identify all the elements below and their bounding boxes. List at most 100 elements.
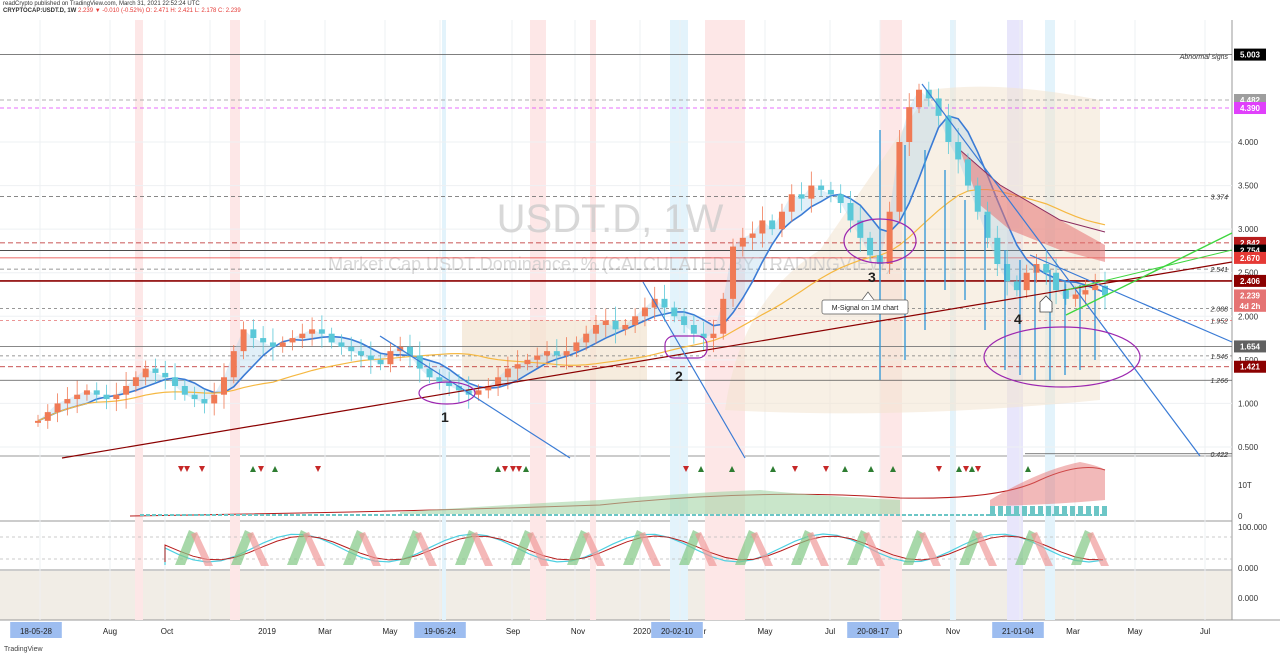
x-tick-highlight: [847, 622, 899, 638]
osc2-green-wave: [455, 530, 477, 565]
volume-bar: [476, 514, 480, 516]
y-tick-label: 3.000: [1238, 225, 1259, 234]
volume-bar: [1034, 514, 1038, 516]
volume-bar: [782, 514, 786, 516]
symbol-label: CRYPTOCAP:USDT.D, 1W: [3, 8, 77, 14]
osc-tick-label: 0.000: [1238, 594, 1259, 603]
volume-bar: [932, 514, 936, 516]
volume-bar: [842, 514, 846, 516]
candle-body: [681, 316, 688, 325]
candle-body: [1102, 285, 1108, 296]
volume-bar: [990, 506, 995, 516]
osc-tick-label: 0: [1238, 512, 1243, 521]
ma-long-line: [37, 188, 1106, 422]
volume-bar: [644, 514, 648, 516]
osc2-green-wave: [175, 530, 197, 565]
osc2-green-wave: [623, 530, 645, 565]
volume-bar: [512, 514, 516, 516]
candle-body: [886, 211, 893, 264]
candle-body: [269, 342, 276, 347]
volume-bar: [542, 514, 546, 516]
ohlc-readout: 2.239 ▼ -0.010 (-0.52%) O: 2.471 H: 2.42…: [78, 8, 241, 14]
volume-bar: [146, 514, 150, 516]
signal-down-triangle: [516, 466, 522, 472]
volume-bar: [752, 514, 756, 516]
volume-bar: [446, 514, 450, 516]
x-tick-label: May: [1127, 627, 1142, 636]
volume-bar: [434, 514, 438, 516]
label-1: 1: [441, 409, 449, 425]
osc2-red-wave: [247, 532, 269, 566]
cloud-edge: [959, 149, 1106, 233]
time-axis[interactable]: 18-05-28 Aug Oct 2019 Mar May 19-06-24 Sep Nov 20…: [10, 622, 1210, 638]
volume-bar: [602, 514, 606, 516]
signal-down-triangle: [199, 466, 205, 472]
volume-bar: [986, 514, 990, 516]
candle-body: [377, 359, 384, 365]
osc-tick-label: 0.000: [1238, 564, 1259, 573]
volume-bar: [572, 514, 576, 516]
candle-body: [260, 338, 267, 343]
candle-body: [1062, 290, 1069, 299]
empty-pane: [0, 571, 1232, 620]
candle-body: [867, 237, 874, 256]
volume-bar: [776, 514, 780, 516]
candle-body: [661, 298, 668, 308]
label-4: 4: [1014, 311, 1022, 327]
osc2-red-wave: [1031, 532, 1053, 566]
volume-bar: [872, 514, 876, 516]
signal-down-triangle: [502, 466, 508, 472]
candle-body: [524, 359, 531, 365]
candle-body: [573, 342, 580, 352]
volume-bar: [200, 514, 204, 516]
candle-body: [984, 211, 991, 238]
signal-up-triangle: [729, 466, 735, 472]
osc2-red-wave: [919, 532, 941, 566]
signal-down-triangle: [963, 466, 969, 472]
volume-bar: [1078, 506, 1083, 516]
volume-bar: [1038, 506, 1043, 516]
annotations: 1 2 3 4 M-Signal on 1M chart Abnormal si…: [441, 54, 1228, 425]
price-badge: [1234, 299, 1266, 312]
x-tick-label: Jul: [1200, 627, 1210, 636]
osc2-green-wave: [847, 530, 869, 565]
signal-up-triangle: [969, 466, 975, 472]
volume-bar: [230, 514, 234, 516]
candle-body: [906, 107, 913, 142]
volume-bar: [290, 514, 294, 516]
volume-bar: [260, 514, 264, 516]
x-tick-label: Nov: [571, 627, 585, 636]
msignal-callout: M-Signal on 1M chart: [821, 291, 909, 315]
price-badge-text: 2.406: [1240, 277, 1261, 286]
volume-bar: [248, 514, 252, 516]
candle-body: [406, 346, 413, 356]
candle-body: [132, 377, 139, 386]
volume-bar: [410, 514, 414, 516]
volume-bar: [788, 514, 792, 516]
y-tick-label: 4.000: [1238, 138, 1259, 147]
price-badge: [1234, 251, 1266, 264]
level-label: 1.546: [1210, 354, 1228, 361]
highlight-band: [442, 20, 446, 620]
volume-bar: [758, 514, 762, 516]
volume-bar: [206, 514, 210, 516]
candle-body: [230, 351, 237, 378]
volume-bar: [854, 514, 858, 516]
volume-bar: [284, 514, 288, 516]
osc2-red-wave: [191, 532, 213, 566]
price-badge-text: 1.421: [1240, 363, 1261, 372]
signal-up-triangle: [495, 466, 501, 472]
volume-bar: [464, 514, 468, 516]
candle-body: [1013, 281, 1020, 291]
level-label: 1.266: [1210, 378, 1228, 385]
candle-body: [142, 368, 149, 378]
price-axis[interactable]: 0.500 1.000 1.500 2.000 2.500 3.000 3.500 4.000: [1238, 138, 1259, 452]
signal-up-triangle: [956, 466, 962, 472]
volume-bar: [1058, 514, 1062, 516]
volume-bar: [458, 514, 462, 516]
signal-up-triangle: [698, 466, 704, 472]
osc2-green-wave: [231, 530, 253, 565]
x-tick-label: 20-08-17: [857, 627, 890, 636]
x-tick-label: 20-02-10: [661, 627, 694, 636]
